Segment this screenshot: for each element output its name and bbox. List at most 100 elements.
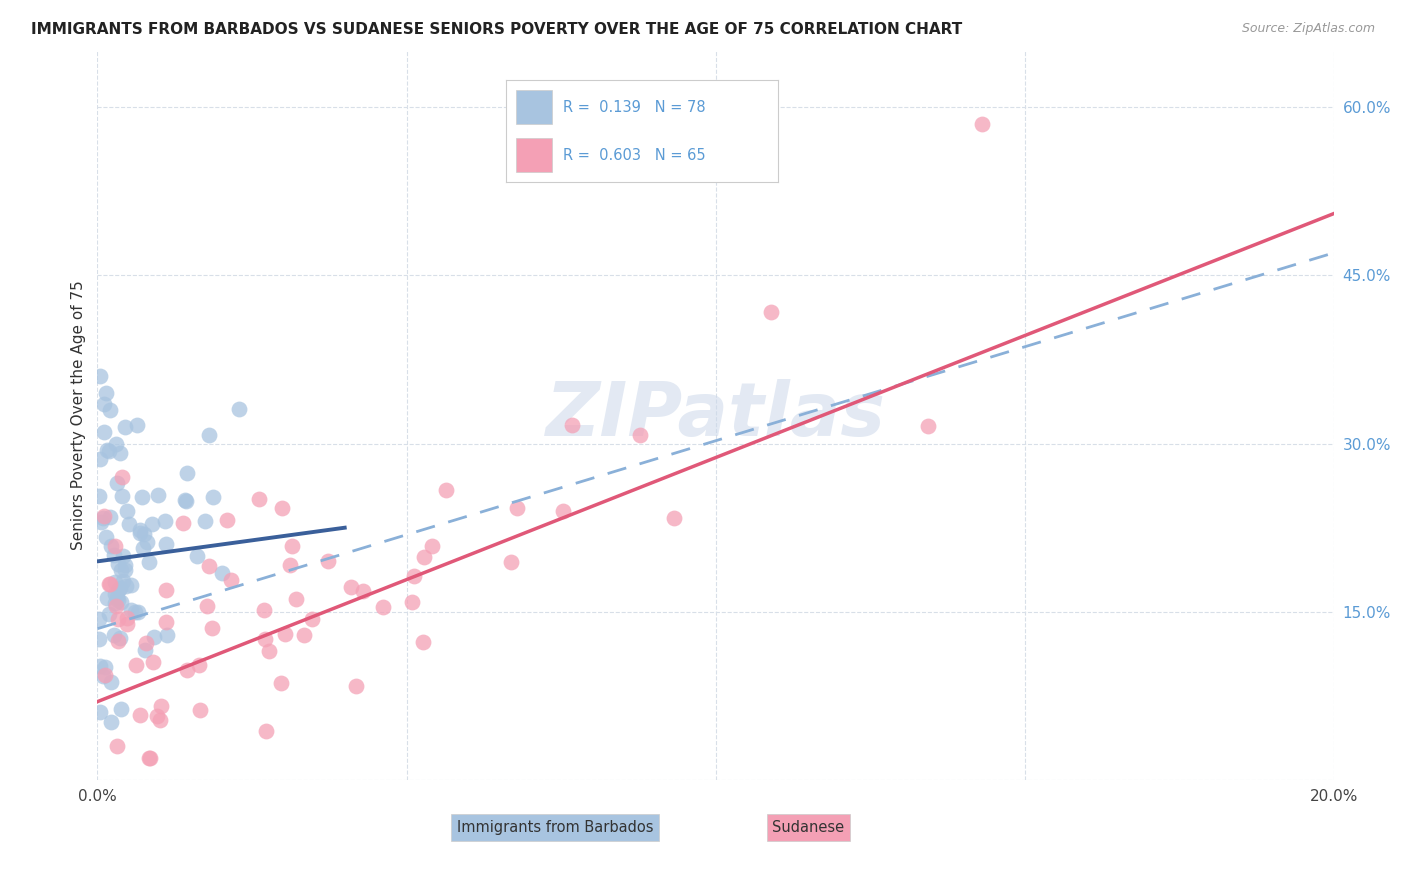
Point <box>551 504 574 518</box>
Point <box>98 577 121 591</box>
Point <box>156 628 179 642</box>
Text: Source: ZipAtlas.com: Source: ZipAtlas.com <box>1241 22 1375 36</box>
Point <box>104 539 127 553</box>
Point <box>339 580 361 594</box>
Point <box>104 436 127 450</box>
Point <box>125 658 148 673</box>
Point <box>134 527 156 541</box>
Point <box>135 636 157 650</box>
Point <box>89 369 111 384</box>
Point <box>149 713 172 727</box>
Text: Immigrants from Barbados: Immigrants from Barbados <box>457 820 654 835</box>
Point <box>505 501 527 516</box>
Point <box>115 610 138 624</box>
Point <box>201 490 224 504</box>
Point <box>128 526 150 541</box>
Point <box>270 500 292 515</box>
Point <box>176 663 198 677</box>
Point <box>176 467 198 481</box>
Point <box>132 541 155 555</box>
Point <box>188 703 211 717</box>
Point <box>120 603 142 617</box>
Point <box>141 517 163 532</box>
Point <box>146 488 169 502</box>
Point <box>89 452 111 467</box>
Point <box>292 628 315 642</box>
Point <box>138 555 160 569</box>
Point <box>111 470 134 484</box>
Point <box>108 446 131 460</box>
Point <box>352 583 374 598</box>
Point <box>420 539 443 553</box>
Point <box>110 595 132 609</box>
Point <box>129 708 152 723</box>
Point <box>371 600 394 615</box>
Point <box>104 599 127 614</box>
Point <box>194 514 217 528</box>
Point <box>917 418 939 433</box>
Point <box>139 751 162 765</box>
Point <box>104 575 127 590</box>
Point <box>89 612 111 626</box>
Point <box>138 751 160 765</box>
Point <box>93 509 115 524</box>
Point <box>100 674 122 689</box>
Point <box>111 490 134 504</box>
Point <box>278 558 301 573</box>
Point <box>107 582 129 597</box>
Point <box>247 492 270 507</box>
Point <box>114 419 136 434</box>
Point <box>628 427 651 442</box>
Point <box>254 724 277 739</box>
Point <box>108 581 131 595</box>
Point <box>98 607 121 621</box>
Point <box>186 549 208 563</box>
Point <box>91 669 114 683</box>
Point <box>110 702 132 716</box>
Point <box>124 605 146 619</box>
Point <box>89 632 111 646</box>
Point <box>131 490 153 504</box>
Point <box>114 558 136 572</box>
Point <box>96 530 118 544</box>
Point <box>149 699 172 714</box>
Point <box>404 569 426 583</box>
Point <box>153 515 176 529</box>
Point <box>107 634 129 648</box>
Point <box>97 444 120 458</box>
Point <box>197 559 219 574</box>
Point <box>127 417 149 432</box>
Point <box>142 655 165 669</box>
Point <box>94 385 117 400</box>
Text: IMMIGRANTS FROM BARBADOS VS SUDANESE SENIORS POVERTY OVER THE AGE OF 75 CORRELAT: IMMIGRANTS FROM BARBADOS VS SUDANESE SEN… <box>31 22 962 37</box>
Point <box>115 616 138 631</box>
Point <box>401 595 423 609</box>
Point <box>120 578 142 592</box>
Point <box>100 714 122 729</box>
Point <box>195 599 218 613</box>
Point <box>104 587 127 601</box>
Point <box>174 492 197 507</box>
Point <box>253 603 276 617</box>
Point <box>228 401 250 416</box>
Point <box>215 513 238 527</box>
Point <box>100 539 122 553</box>
Point <box>274 626 297 640</box>
Point <box>91 511 114 525</box>
Point <box>89 658 111 673</box>
Point <box>103 549 125 563</box>
Point <box>112 549 135 563</box>
Point <box>112 574 135 589</box>
Point <box>107 592 129 607</box>
Point <box>257 644 280 658</box>
Point <box>201 621 224 635</box>
Point <box>664 511 686 525</box>
Point <box>93 397 115 411</box>
Point <box>103 596 125 610</box>
Point <box>499 555 522 569</box>
Text: ZIPatlas: ZIPatlas <box>546 379 886 452</box>
Point <box>136 535 159 549</box>
Point <box>970 117 993 131</box>
Point <box>412 634 434 648</box>
Point <box>114 563 136 577</box>
